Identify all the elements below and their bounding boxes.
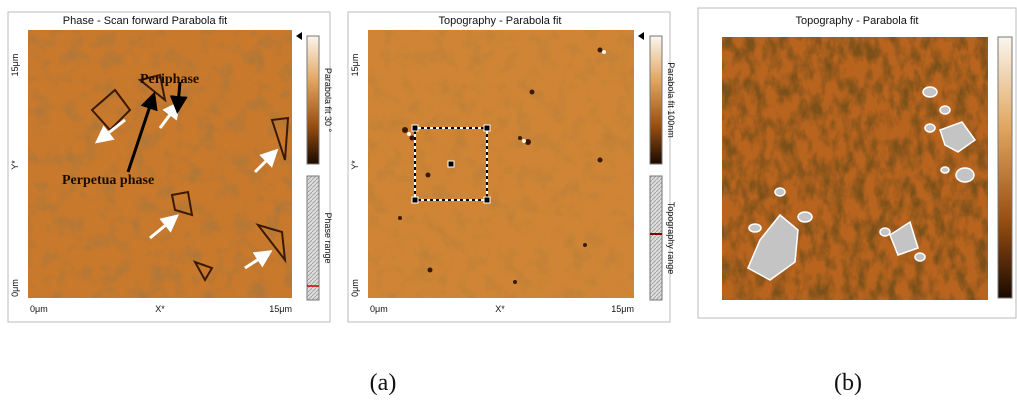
- y-label: 15μm: [350, 54, 360, 77]
- features-light: [407, 50, 606, 143]
- marker: [638, 32, 644, 40]
- marker: [296, 32, 302, 40]
- range-bar: [306, 175, 320, 301]
- y-label: 15μm: [10, 54, 20, 77]
- x-label: 15μm: [611, 304, 634, 314]
- x-label: X*: [155, 304, 165, 314]
- saturated-regions: [747, 86, 977, 281]
- x-label: X*: [495, 304, 505, 314]
- white-arrows: [94, 100, 279, 270]
- y-label: Y*: [10, 160, 20, 170]
- colorbar-label: Parabola fit 100nm: [666, 62, 676, 138]
- panel-title: Topography - Parabola fit: [439, 15, 562, 27]
- x-label: 0μm: [30, 304, 48, 314]
- colorbar: [306, 35, 320, 165]
- range-label: Phase range: [323, 212, 333, 263]
- y-label: Y*: [350, 160, 360, 170]
- panel-topography: Topography - Parabola fit 15μm Y* 0μm 0μ…: [347, 11, 676, 323]
- panel-title: Topography - Parabola fit: [796, 15, 919, 27]
- panel-phase: Phase - Scan forward Parabola fit Periph…: [7, 11, 333, 323]
- selection-box-dash: [414, 127, 488, 201]
- x-label: 0μm: [370, 304, 388, 314]
- colorbar-label: Parabola fit 30 °: [323, 68, 333, 133]
- annotation: Periphase: [140, 72, 199, 87]
- panel-title: Phase - Scan forward Parabola fit: [63, 15, 227, 27]
- x-label: 15μm: [269, 304, 292, 314]
- black-arrows: [126, 81, 188, 173]
- caption: (b): [834, 370, 862, 396]
- colorbar: [649, 35, 663, 165]
- caption: (a): [370, 370, 397, 396]
- range-bar: [649, 175, 663, 301]
- image-texture: [368, 30, 634, 298]
- image-texture: [28, 30, 292, 298]
- colorbar: [997, 36, 1013, 299]
- selection-handles: [411, 124, 491, 204]
- y-label: 0μm: [350, 279, 360, 297]
- panel-topography-detail: Topography - Parabola fit: [697, 7, 1017, 319]
- annotation: Perpetua phase: [62, 173, 154, 188]
- features: [398, 47, 603, 284]
- y-label: 0μm: [10, 279, 20, 297]
- grain-boundaries: [90, 73, 290, 283]
- range-label: Topography range: [666, 202, 676, 275]
